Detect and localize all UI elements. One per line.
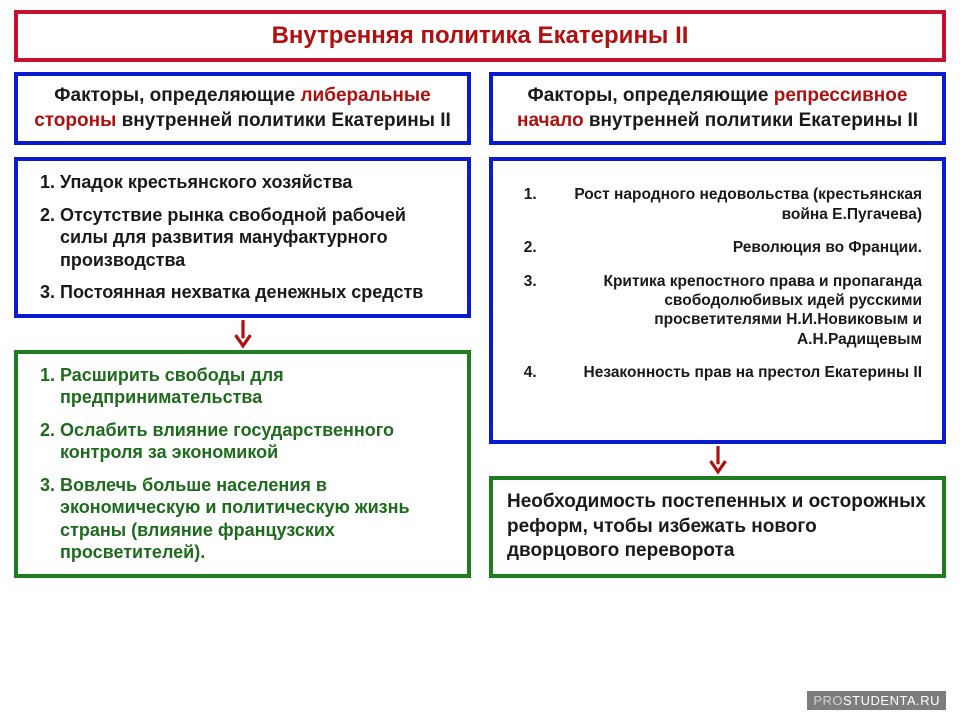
list-item: Упадок крестьянского хозяйства [60, 171, 453, 194]
right-green-box: Необходимость постепенных и осторожных р… [489, 476, 946, 578]
right-header-pre: Факторы, определяющие [528, 85, 769, 106]
right-header-box: Факторы, определяющие репрессивное начал… [489, 72, 946, 145]
left-blue-box: Упадок крестьянского хозяйства Отсутстви… [14, 157, 471, 318]
left-header-post: внутренней политики Екатерины II [122, 110, 451, 131]
left-blue-list: Упадок крестьянского хозяйства Отсутстви… [32, 171, 453, 304]
left-green-box: Расширить свободы для предпринимательств… [14, 350, 471, 578]
right-blue-list: Рост народного недовольства (крестьянска… [513, 185, 922, 382]
list-item: Постоянная нехватка денежных средств [60, 281, 453, 304]
list-item: Расширить свободы для предпринимательств… [60, 364, 453, 409]
main-title-text: Внутренняя политика Екатерины II [272, 22, 689, 49]
left-green-list: Расширить свободы для предпринимательств… [32, 364, 453, 564]
left-column: Факторы, определяющие либеральные сторон… [14, 72, 471, 578]
watermark: PROSTUDENTA.RU [807, 691, 946, 710]
right-blue-box: Рост народного недовольства (крестьянска… [489, 157, 946, 443]
right-column: Факторы, определяющие репрессивное начал… [489, 72, 946, 578]
watermark-rest: STUDENTA.RU [843, 693, 940, 708]
spacer [489, 145, 946, 157]
main-title-box: Внутренняя политика Екатерины II [14, 10, 946, 62]
left-header-pre: Факторы, определяющие [54, 85, 295, 106]
right-header-post: внутренней политики Екатерины II [589, 110, 918, 131]
watermark-pro: PRO [813, 693, 843, 708]
list-item: Рост народного недовольства (крестьянска… [541, 185, 922, 224]
list-item: Незаконность прав на престол Екатерины I… [541, 363, 922, 382]
arrow-down-icon [707, 445, 729, 475]
columns-wrapper: Факторы, определяющие либеральные сторон… [14, 72, 946, 578]
list-item: Отсутствие рынка свободной рабочей силы … [60, 204, 453, 272]
list-item: Вовлечь больше населения в экономическую… [60, 474, 453, 564]
right-arrow [489, 444, 946, 476]
spacer [14, 145, 471, 157]
list-item: Критика крепостного права и пропаганда с… [541, 272, 922, 350]
list-item: Ослабить влияние государственного контро… [60, 419, 453, 464]
left-arrow [14, 318, 471, 350]
list-item: Революция во Франции. [541, 238, 922, 257]
left-header-box: Факторы, определяющие либеральные сторон… [14, 72, 471, 145]
right-conclusion-text: Необходимость постепенных и осторожных р… [507, 491, 926, 561]
arrow-down-icon [232, 319, 254, 349]
